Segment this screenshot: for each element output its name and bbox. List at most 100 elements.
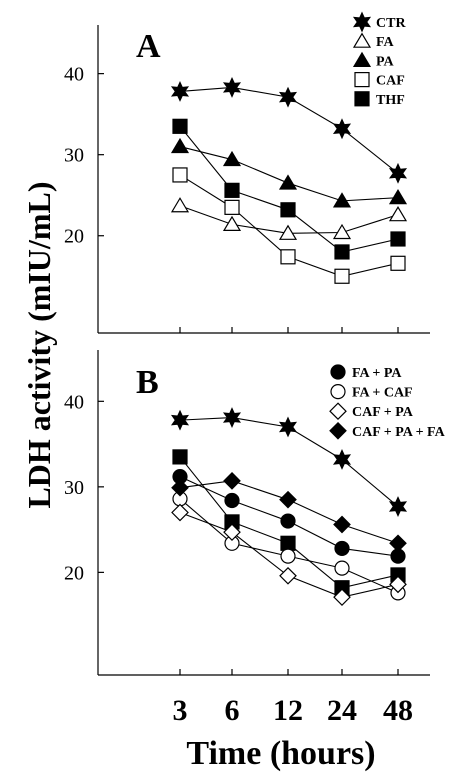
series-fa-caf (172, 491, 406, 601)
data-point (170, 197, 190, 213)
data-point (279, 490, 297, 509)
legend-marker (352, 32, 372, 48)
data-point (172, 449, 188, 465)
series-caf (172, 167, 406, 284)
y-tick-label: 40 (64, 64, 84, 86)
data-point (332, 118, 352, 140)
data-point (171, 478, 189, 497)
panel-a: 20 30 40 A CTR FA PA CAF THF (64, 11, 430, 334)
data-point (334, 560, 350, 576)
legend-item: FA + PA (330, 364, 402, 381)
data-point (223, 472, 241, 490)
legend-item: FA + CAF (330, 384, 413, 401)
series-pa (170, 137, 408, 208)
series-fa-pa (172, 468, 406, 564)
data-point (224, 199, 240, 215)
x-tick-label: 12 (273, 694, 303, 727)
data-point (222, 215, 242, 231)
data-point (332, 192, 352, 208)
data-point (334, 540, 350, 557)
y-tick-label: 30 (64, 477, 84, 499)
data-point (224, 182, 240, 198)
data-point (333, 588, 351, 607)
data-point (222, 76, 242, 98)
legend-label: CTR (376, 16, 406, 31)
data-point (280, 249, 296, 265)
legend-marker (354, 71, 370, 88)
legend-item: CAF (354, 71, 405, 89)
data-point (389, 534, 407, 553)
data-point (334, 268, 350, 284)
legend-marker (330, 384, 346, 400)
data-point (223, 523, 241, 542)
series-line (179, 146, 399, 202)
legend-item: FA (352, 32, 395, 50)
data-point (332, 449, 352, 470)
data-point (388, 188, 408, 205)
legend-item: PA (352, 51, 395, 69)
legend-label: PA (376, 54, 395, 69)
series-star-filled (170, 407, 408, 517)
legend-label: FA (376, 35, 395, 50)
panels-layer: 20 30 40 A CTR FA PA CAF THF 20 30 40 B FA + PA FA + C… (64, 11, 446, 676)
data-point (388, 496, 408, 517)
data-point (279, 566, 297, 585)
data-point (170, 409, 190, 431)
legend-label: CAF + PA (352, 405, 414, 420)
legend-marker (329, 402, 347, 421)
x-tick-label: 6 (225, 694, 240, 727)
y-tick-label: 40 (64, 391, 84, 413)
series-line (179, 480, 399, 544)
data-point (278, 416, 298, 438)
data-point (388, 205, 408, 222)
series-thf (172, 118, 406, 260)
data-point (224, 492, 240, 509)
data-point (222, 407, 242, 429)
legend-marker (352, 11, 372, 33)
data-point (280, 535, 296, 551)
data-point (334, 244, 350, 260)
x-tick-label: 24 (327, 694, 357, 727)
data-point (390, 231, 406, 247)
legend-item: CAF + PA + FA (329, 421, 446, 440)
y-tick-label: 20 (64, 226, 84, 248)
series-fa (170, 197, 408, 240)
legend-label: THF (376, 93, 405, 108)
y-tick-label: 30 (64, 145, 84, 167)
legend-marker (330, 364, 346, 380)
x-axis-label: Time (hours) (186, 735, 375, 772)
data-point (280, 202, 296, 218)
legend-label: FA + PA (352, 366, 402, 381)
series-square-filled (172, 449, 406, 596)
data-point (170, 81, 190, 102)
legend-item: CAF + PA (329, 402, 414, 421)
legend-item: THF (354, 91, 405, 108)
x-tick-label: 3 (173, 694, 188, 727)
data-point (278, 86, 298, 108)
data-point (171, 503, 189, 522)
data-point (170, 137, 190, 154)
legend-label: FA + CAF (352, 386, 413, 401)
data-point (333, 515, 351, 534)
x-tick-labels: 3 6 12 24 48 (173, 694, 414, 727)
y-tick-label: 20 (64, 562, 84, 584)
legend-marker (329, 421, 347, 440)
x-tick-label: 48 (383, 694, 413, 727)
data-point (389, 575, 407, 594)
series-ctr (170, 76, 408, 184)
legend-label: CAF (376, 74, 405, 89)
legend-label: CAF + PA + FA (352, 425, 446, 440)
legend-marker (354, 91, 370, 107)
series-caf-pa-fa (171, 472, 407, 553)
series-caf-pa (171, 503, 407, 607)
y-axis-label: LDH activity (mIU/mL) (21, 181, 57, 508)
panel-label: B (136, 364, 159, 401)
legend-item: CTR (352, 11, 406, 33)
data-point (332, 223, 352, 240)
panel-b: 20 30 40 B FA + PA FA + CAF CAF + PA CAF + PA +… (64, 350, 446, 676)
data-point (280, 548, 296, 564)
legend-marker (352, 51, 372, 68)
data-point (172, 118, 188, 134)
data-point (280, 513, 296, 529)
